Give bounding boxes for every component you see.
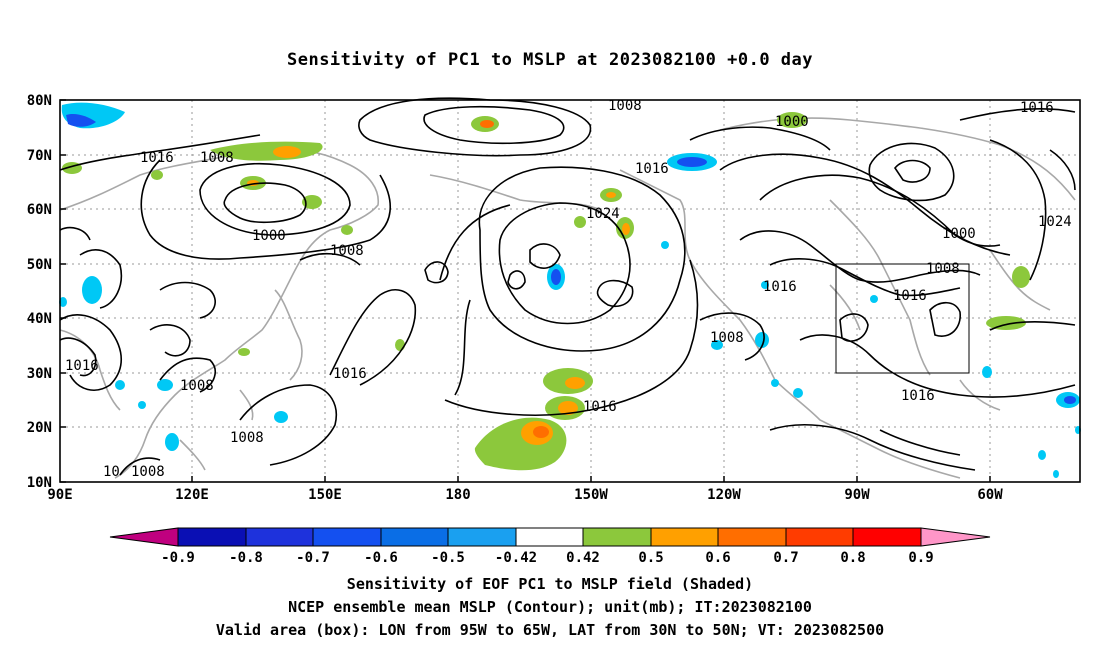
latitude-labels: 80N 70N 60N 50N 40N 30N 20N 10N bbox=[27, 93, 52, 491]
contour-label: 1008 bbox=[926, 261, 960, 277]
colorbar-label: 0.6 bbox=[705, 550, 730, 566]
colorbar-label: -0.7 bbox=[296, 550, 330, 566]
lat-label-60n: 60N bbox=[27, 202, 52, 218]
contour-label: 1016 bbox=[333, 366, 367, 382]
contour-label: 1008 bbox=[180, 378, 214, 394]
colorbar-label: 0.7 bbox=[773, 550, 798, 566]
contour-label: 1008 bbox=[330, 243, 364, 259]
lat-label-30n: 30N bbox=[27, 366, 52, 382]
lat-label-70n: 70N bbox=[27, 148, 52, 164]
colorbar-labels: -0.9 -0.8 -0.7 -0.6 -0.5 -0.42 0.42 0.5 … bbox=[161, 550, 934, 566]
valid-area-box bbox=[835, 263, 970, 374]
chart-title: Sensitivity of PC1 to MSLP at 2023082100… bbox=[286, 50, 813, 70]
contour-label: 1008 bbox=[200, 150, 234, 166]
contour-label: 1016 bbox=[893, 288, 927, 304]
colorbar-swatch bbox=[312, 527, 382, 547]
isobar-contours bbox=[59, 97, 1076, 476]
map-border bbox=[59, 99, 1081, 483]
contour-label: 10 bbox=[103, 464, 120, 480]
contour-label: 1000 bbox=[775, 114, 809, 130]
colorbar-label: 0.42 bbox=[566, 550, 600, 566]
colorbar-label: -0.9 bbox=[161, 550, 195, 566]
contour-label: 1016 bbox=[1020, 100, 1054, 116]
footer-line-contour: NCEP ensemble mean MSLP (Contour); unit(… bbox=[288, 598, 812, 616]
colorbar-arrow-left bbox=[109, 527, 179, 547]
colorbar-swatch bbox=[650, 527, 719, 547]
colorbar-label: 0.9 bbox=[908, 550, 933, 566]
footer-line-shading: Sensitivity of EOF PC1 to MSLP field (Sh… bbox=[346, 575, 754, 593]
contour-labels: 1008 1016 1008 1000 1008 1016 1000 1016 … bbox=[65, 98, 1072, 480]
colorbar-swatch bbox=[852, 527, 922, 547]
contour-label: 1024 bbox=[1038, 214, 1072, 230]
colorbar-swatch bbox=[515, 527, 584, 547]
lon-label-120e: 120E bbox=[175, 487, 209, 503]
colorbar-swatch bbox=[582, 527, 652, 547]
contour-label: 1008 bbox=[230, 430, 264, 446]
contour-label: 1016 bbox=[763, 279, 797, 295]
footer-line-valid-area: Valid area (box): LON from 95W to 65W, L… bbox=[215, 621, 885, 639]
lat-label-20n: 20N bbox=[27, 420, 52, 436]
colorbar-swatch bbox=[785, 527, 854, 547]
contour-label: 1008 bbox=[131, 464, 165, 480]
tick-marks bbox=[60, 99, 991, 483]
colorbar-swatch bbox=[177, 527, 247, 547]
colorbar-label: -0.6 bbox=[364, 550, 398, 566]
contour-label: 1000 bbox=[942, 226, 976, 242]
colorbar-label: -0.8 bbox=[229, 550, 263, 566]
contour-label: 1016 bbox=[901, 388, 935, 404]
colorbar-label: 0.8 bbox=[840, 550, 865, 566]
lat-label-50n: 50N bbox=[27, 257, 52, 273]
colorbar-label: -0.42 bbox=[495, 550, 537, 566]
contour-label: 1000 bbox=[252, 228, 286, 244]
contour-label: 1008 bbox=[608, 98, 642, 114]
lon-label-120w: 120W bbox=[707, 487, 741, 503]
lon-label-150e: 150E bbox=[308, 487, 342, 503]
colorbar-swatch bbox=[380, 527, 449, 547]
sensitivity-shading bbox=[59, 102, 1081, 478]
lon-label-60w: 60W bbox=[977, 487, 1003, 503]
lon-label-90w: 90W bbox=[844, 487, 870, 503]
contour-label: 1008 bbox=[710, 330, 744, 346]
colorbar-swatch bbox=[245, 527, 314, 547]
contour-label: 1016 bbox=[583, 399, 617, 415]
colorbar-swatch bbox=[717, 527, 787, 547]
lon-label-180: 180 bbox=[445, 487, 470, 503]
contour-label: 1016 bbox=[635, 161, 669, 177]
longitude-labels: 90E 120E 150E 180 150W 120W 90W 60W bbox=[47, 487, 1003, 503]
contour-label: 1016 bbox=[65, 358, 99, 374]
colorbar-label: -0.5 bbox=[431, 550, 465, 566]
colorbar-label: 0.5 bbox=[638, 550, 663, 566]
colorbar-swatch bbox=[447, 527, 517, 547]
contour-label: 1016 bbox=[140, 150, 174, 166]
lat-label-40n: 40N bbox=[27, 311, 52, 327]
lon-label-150w: 150W bbox=[574, 487, 608, 503]
lon-label-90e: 90E bbox=[47, 487, 72, 503]
lat-label-80n: 80N bbox=[27, 93, 52, 109]
colorbar bbox=[109, 527, 991, 547]
lat-label-10n: 10N bbox=[27, 475, 52, 491]
colorbar-arrow-right bbox=[920, 527, 991, 547]
grid-lines bbox=[60, 100, 1080, 482]
contour-label: 1024 bbox=[586, 206, 620, 222]
